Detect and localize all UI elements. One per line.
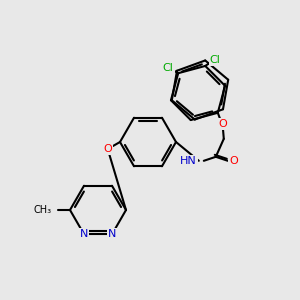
Text: HN: HN [180,156,197,166]
Text: O: O [230,156,238,166]
Text: O: O [103,144,112,154]
Text: Cl: Cl [163,63,174,73]
Text: O: O [218,119,227,129]
Text: CH₃: CH₃ [34,205,52,215]
Text: N: N [108,229,116,239]
Text: N: N [80,229,88,239]
Text: Cl: Cl [210,55,221,65]
